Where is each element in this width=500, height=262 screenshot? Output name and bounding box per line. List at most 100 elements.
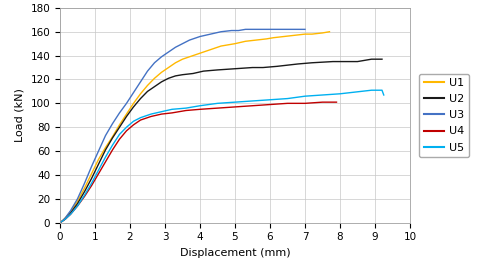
U1: [320, 31, 326, 35]
Line: U2: U2: [60, 59, 382, 223]
U5: [368, 89, 374, 92]
U5: [62, 217, 68, 221]
U5: [284, 97, 290, 100]
U1: [180, 58, 186, 61]
U1: [218, 45, 224, 48]
U4: [96, 172, 102, 175]
U2: [379, 58, 385, 61]
U1: [166, 66, 172, 69]
U2: [138, 97, 143, 100]
U5: [320, 94, 326, 97]
U5: [96, 169, 102, 172]
U2: [232, 67, 238, 70]
U1: [96, 158, 102, 161]
U3: [180, 42, 186, 45]
U4: [232, 105, 238, 108]
U1: [59, 220, 65, 223]
U1: [326, 30, 332, 33]
U5: [116, 133, 122, 136]
U3: [59, 220, 65, 223]
U3: [110, 122, 116, 125]
U3: [292, 28, 298, 31]
U1: [68, 210, 73, 214]
U2: [172, 74, 178, 78]
U5: [59, 220, 65, 223]
U4: [102, 160, 108, 163]
U5: [232, 101, 238, 104]
U4: [267, 103, 273, 106]
U4: [59, 220, 65, 223]
U1: [264, 37, 270, 40]
U3: [82, 182, 87, 185]
U1: [242, 40, 248, 43]
U5: [124, 126, 130, 129]
U3: [152, 61, 158, 64]
U5: [337, 92, 343, 95]
U4: [334, 101, 340, 104]
U3: [138, 80, 143, 83]
Line: U1: U1: [60, 32, 330, 223]
U2: [309, 61, 315, 64]
U2: [62, 217, 68, 221]
Line: U3: U3: [60, 29, 305, 223]
U1: [57, 221, 63, 224]
U1: [88, 172, 94, 175]
U3: [197, 35, 203, 38]
U5: [88, 182, 94, 185]
U2: [74, 202, 80, 205]
U2: [96, 163, 102, 166]
U1: [204, 49, 210, 52]
U4: [214, 107, 220, 110]
U2: [110, 137, 116, 140]
U5: [214, 102, 220, 105]
U1: [152, 77, 158, 80]
U3: [116, 111, 122, 114]
U4: [183, 109, 189, 112]
U2: [82, 190, 87, 193]
U5: [130, 120, 136, 123]
U2: [158, 80, 164, 83]
U2: [190, 72, 196, 75]
U5: [302, 95, 308, 98]
U2: [260, 66, 266, 69]
Line: U4: U4: [60, 102, 336, 223]
U1: [292, 34, 298, 37]
U1: [158, 71, 164, 74]
U5: [110, 144, 116, 147]
U5: [250, 99, 256, 102]
U3: [158, 55, 164, 58]
U2: [130, 105, 136, 108]
U3: [218, 30, 224, 33]
U1: [281, 35, 287, 38]
U3: [144, 69, 150, 73]
U1: [302, 32, 308, 36]
U4: [82, 195, 87, 198]
U1: [102, 146, 108, 149]
U4: [197, 108, 203, 111]
U4: [148, 115, 154, 118]
Line: U5: U5: [60, 90, 384, 223]
U1: [225, 43, 231, 46]
Y-axis label: Load (kN): Load (kN): [15, 88, 25, 142]
U3: [242, 28, 248, 31]
U3: [57, 221, 63, 224]
U2: [116, 126, 122, 129]
U3: [281, 28, 287, 31]
U3: [236, 29, 242, 32]
U3: [68, 209, 73, 212]
U2: [57, 221, 63, 224]
U3: [264, 28, 270, 31]
U5: [197, 104, 203, 107]
U5: [267, 98, 273, 101]
U3: [96, 150, 102, 153]
U1: [62, 216, 68, 220]
U1: [211, 47, 217, 50]
U2: [124, 115, 130, 118]
U4: [138, 118, 143, 122]
U5: [148, 112, 154, 116]
U5: [379, 89, 385, 92]
U1: [232, 42, 238, 45]
U2: [102, 148, 108, 151]
U2: [200, 69, 206, 73]
U3: [74, 197, 80, 200]
